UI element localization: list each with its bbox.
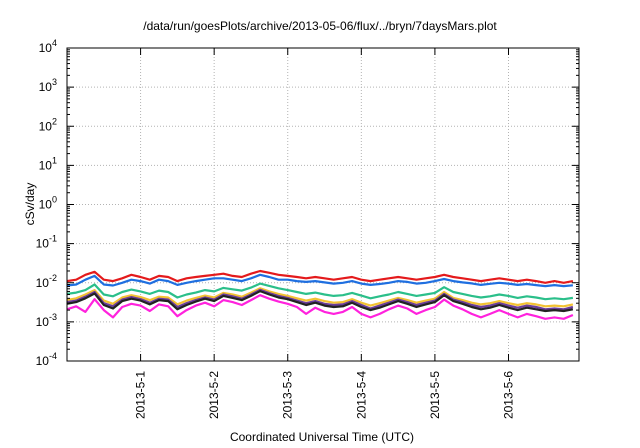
x-tick-label: 2013-5-3 bbox=[281, 371, 295, 419]
y-tick-label: 10-4 bbox=[36, 351, 57, 368]
y-tick-label: 101 bbox=[39, 155, 57, 172]
series-line-4 bbox=[66, 287, 574, 308]
grid-lines bbox=[67, 48, 579, 361]
y-tick-label: 100 bbox=[39, 195, 57, 212]
series-line-1 bbox=[66, 269, 574, 284]
series-line-6 bbox=[66, 290, 574, 313]
series-line-3 bbox=[66, 282, 574, 301]
y-tick-label: 10-2 bbox=[36, 273, 57, 290]
series-layer bbox=[66, 269, 574, 320]
plot-frame bbox=[66, 47, 580, 362]
y-axis-label: cSv/day bbox=[23, 183, 37, 226]
x-axis-label: Coordinated Universal Time (UTC) bbox=[230, 430, 414, 444]
x-tick-label: 2013-5-6 bbox=[501, 371, 515, 419]
x-tick-label: 2013-5-2 bbox=[207, 371, 221, 419]
y-tick-labels: 10-4 10-3 10-2 10-1 100 101 102 103 104 bbox=[36, 38, 57, 368]
series-line-5 bbox=[66, 288, 574, 311]
series-line-2 bbox=[66, 273, 573, 288]
x-tick-labels: 2013-5-1 2013-5-2 2013-5-3 2013-5-4 2013-5-5… bbox=[134, 371, 516, 419]
x-tick-label: 2013-5-4 bbox=[354, 371, 368, 419]
y-tick-label: 103 bbox=[39, 77, 57, 94]
y-tick-label: 102 bbox=[39, 116, 57, 133]
y-tick-label: 104 bbox=[39, 38, 57, 55]
y-tick-label: 10-3 bbox=[36, 312, 57, 329]
y-tick-label: 10-1 bbox=[36, 234, 57, 251]
x-tick-label: 2013-5-1 bbox=[134, 371, 148, 419]
chart-title: /data/run/goesPlots/archive/2013-05-06/f… bbox=[143, 19, 497, 33]
x-tick-label: 2013-5-5 bbox=[428, 371, 442, 419]
series-line-7 bbox=[66, 294, 574, 320]
